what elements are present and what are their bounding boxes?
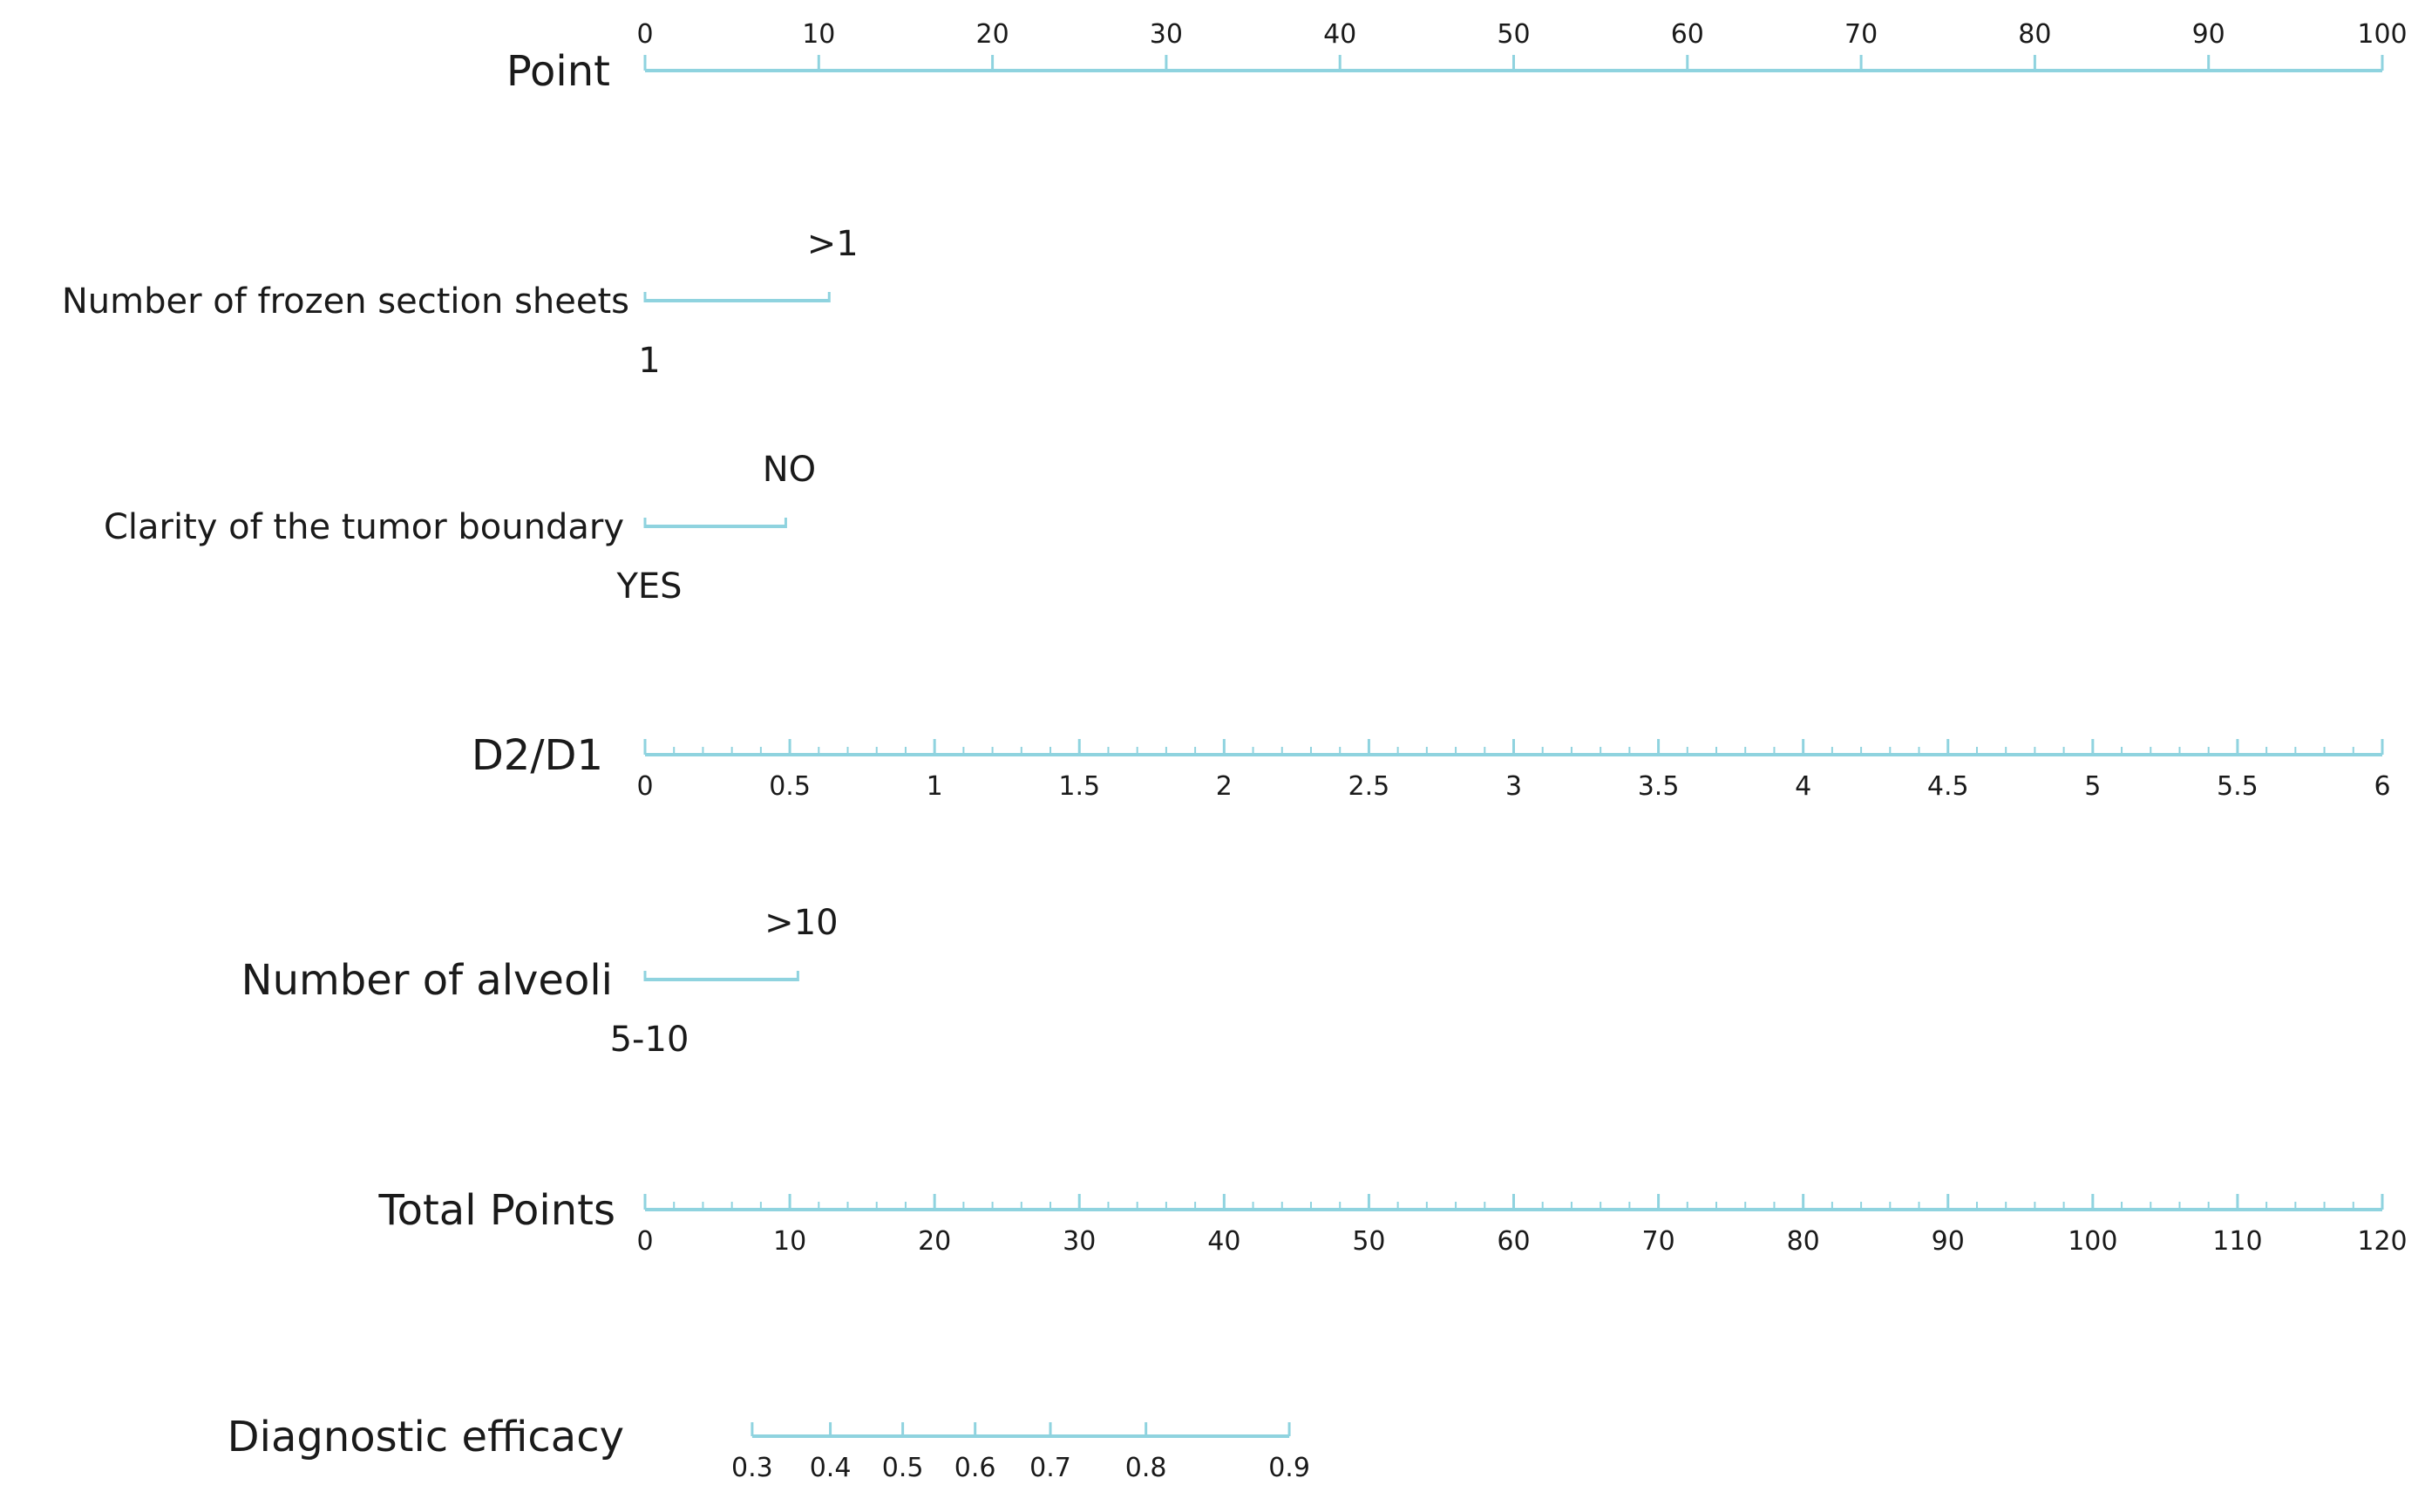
tick-label: 70 <box>1641 1226 1674 1257</box>
level-label: >10 <box>764 903 838 943</box>
tick-label: 1.5 <box>1058 771 1100 802</box>
tick-label: 20 <box>976 19 1009 50</box>
tick-label: 50 <box>1352 1226 1385 1257</box>
tick-label: 4.5 <box>1927 771 1969 802</box>
axis-label-d2-d1: D2/D1 <box>472 731 603 780</box>
tick-label: 0.5 <box>882 1453 924 1483</box>
tick-label: 2.5 <box>1348 771 1390 802</box>
tick-label: 90 <box>2192 19 2225 50</box>
tick-label: 6 <box>2374 771 2390 802</box>
tick-label: 20 <box>918 1226 951 1257</box>
axis-tumor-boundary: Clarity of the tumor boundary YES NO <box>104 450 816 607</box>
level-label: NO <box>763 450 816 490</box>
tick-label: 30 <box>1150 19 1183 50</box>
tick-label: 40 <box>1323 19 1356 50</box>
tick-label: 0.8 <box>1125 1453 1167 1483</box>
tick-label: 100 <box>2068 1226 2117 1257</box>
level-label: >1 <box>807 224 859 264</box>
tick-label: 30 <box>1063 1226 1096 1257</box>
level-label: 1 <box>638 341 660 381</box>
tick-label: 60 <box>1497 1226 1530 1257</box>
axis-label-point: Point <box>506 47 610 96</box>
tick-label: 0.6 <box>954 1453 996 1483</box>
tick-label: 90 <box>1932 1226 1965 1257</box>
tick-label: 0.5 <box>769 771 811 802</box>
axis-diagnostic-efficacy: Diagnostic efficacy 0.3 0.4 0.5 0.6 0.7 0.8 0.9 <box>228 1413 1310 1483</box>
axis-label-total-points: Total Points <box>377 1186 615 1235</box>
tick-label: 50 <box>1497 19 1530 50</box>
tick-label: 60 <box>1671 19 1704 50</box>
tick-label: 10 <box>802 19 835 50</box>
tick-label: 40 <box>1207 1226 1240 1257</box>
tick-label: 100 <box>2357 19 2407 50</box>
tick-label: 5.5 <box>2217 771 2259 802</box>
axis-label-diagnostic-efficacy: Diagnostic efficacy <box>228 1413 624 1461</box>
tick-label: 120 <box>2357 1226 2407 1257</box>
tick-label: 0 <box>636 19 653 50</box>
tick-label: 10 <box>773 1226 806 1257</box>
axis-label-tumor-boundary: Clarity of the tumor boundary <box>104 507 624 547</box>
axis-point: Point 0 10 20 30 40 50 60 70 80 90 100 <box>506 19 2408 96</box>
tick-label: 110 <box>2212 1226 2262 1257</box>
tick-label: 0.4 <box>810 1453 852 1483</box>
level-label: 5-10 <box>610 1020 689 1060</box>
tick-label: 80 <box>1787 1226 1820 1257</box>
axis-alveoli: Number of alveoli 5-10 >10 <box>241 903 839 1060</box>
axis-total-points: Total Points 0 10 20 30 40 50 60 70 80 90 100 110 120 <box>377 1186 2407 1257</box>
tick-label: 0 <box>636 771 653 802</box>
tick-label: 80 <box>2018 19 2051 50</box>
tick-label: 3 <box>1505 771 1522 802</box>
axis-label-alveoli: Number of alveoli <box>241 956 613 1005</box>
tick-label: 1 <box>927 771 943 802</box>
tick-label: 2 <box>1216 771 1233 802</box>
tick-label: 4 <box>1795 771 1811 802</box>
level-label: YES <box>615 566 682 607</box>
axis-d2-d1: D2/D1 0 0.5 1 1.5 2 2.5 3 3.5 4 4.5 5 5.5 6 <box>472 731 2391 802</box>
tick-label: 0.9 <box>1268 1453 1310 1483</box>
tick-label: 0.3 <box>731 1453 773 1483</box>
tick-label: 70 <box>1844 19 1878 50</box>
axis-label-frozen-sections: Number of frozen section sheets <box>62 281 629 322</box>
tick-label: 0 <box>636 1226 653 1257</box>
tick-label: 5 <box>2084 771 2101 802</box>
tick-label: 3.5 <box>1638 771 1680 802</box>
tick-label: 0.7 <box>1029 1453 1071 1483</box>
